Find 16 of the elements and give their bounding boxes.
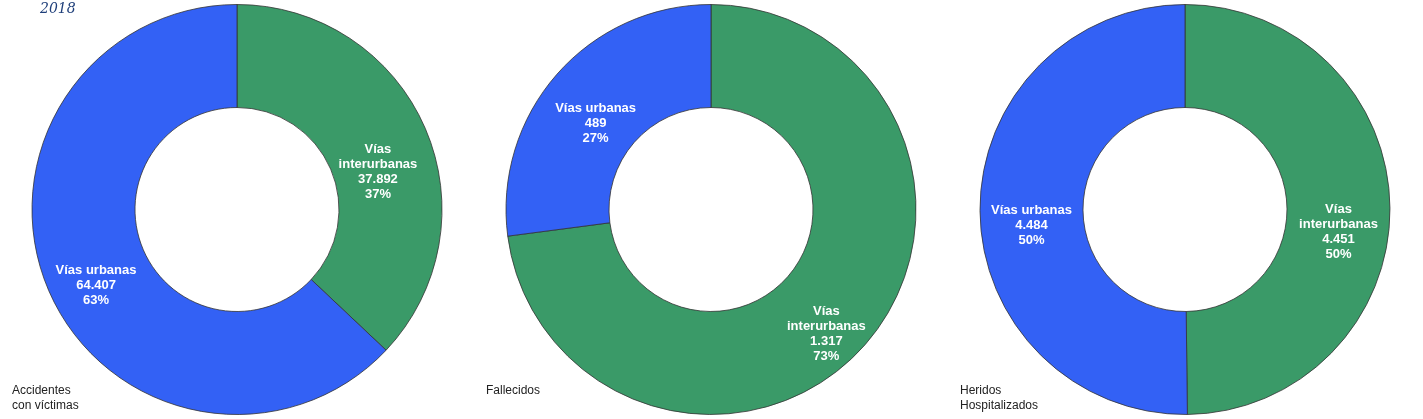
slice-label: Vías urbanas bbox=[55, 262, 137, 278]
slice-label: Vías interurbanas bbox=[338, 140, 418, 171]
data-label: 489 27% bbox=[582, 115, 610, 146]
text: Heridos Hospitalizados bbox=[960, 383, 1039, 412]
text: Fallecidos bbox=[486, 383, 541, 397]
slice-label: Vías interurbanas bbox=[1299, 200, 1378, 231]
data-label: 37.892 37% bbox=[358, 170, 398, 201]
text: 2018 bbox=[39, 0, 76, 16]
slice-label: Vías urbanas bbox=[991, 202, 1072, 218]
slice-label: Vías urbanas bbox=[555, 100, 637, 116]
text: Accidentes con víctimas bbox=[12, 383, 79, 412]
data-label: 64.407 63% bbox=[76, 277, 116, 308]
data-label: 4.484 50% bbox=[1015, 217, 1049, 248]
data-label: 4.451 50% bbox=[1322, 230, 1355, 261]
slice-label: Vías interurbanas bbox=[787, 302, 866, 333]
data-label: 1.317 73% bbox=[810, 332, 843, 363]
